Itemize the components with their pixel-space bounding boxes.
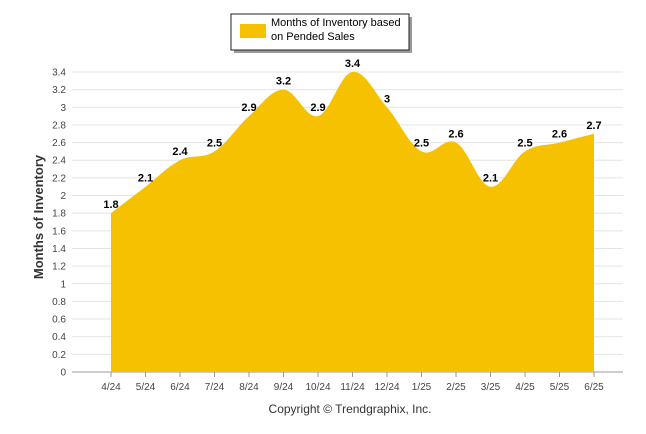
data-label: 2.5 bbox=[414, 137, 429, 149]
data-label: 3.2 bbox=[276, 76, 291, 88]
data-label: 3.4 bbox=[345, 58, 361, 70]
y-tick-label: 1 bbox=[60, 279, 66, 290]
x-tick-label: 6/25 bbox=[584, 382, 604, 393]
x-tick-label: 1/25 bbox=[412, 382, 432, 393]
x-tick-label: 2/25 bbox=[446, 382, 466, 393]
data-label: 2.6 bbox=[552, 129, 567, 141]
data-label: 2.4 bbox=[172, 146, 188, 158]
y-tick-label: 3.4 bbox=[52, 68, 66, 79]
y-axis-title: Months of Inventory bbox=[31, 154, 46, 279]
legend-label-line-2: on Pended Sales bbox=[271, 31, 355, 43]
x-tick-label: 9/24 bbox=[274, 382, 294, 393]
legend-swatch bbox=[240, 24, 266, 38]
data-label: 2.9 bbox=[310, 102, 325, 114]
x-tick-label: 5/24 bbox=[136, 382, 156, 393]
y-tick-label: 2.4 bbox=[52, 156, 66, 167]
x-tick-label: 4/25 bbox=[515, 382, 535, 393]
y-tick-label: 3.2 bbox=[52, 85, 66, 96]
data-label: 2.5 bbox=[207, 137, 222, 149]
y-tick-label: 2 bbox=[60, 191, 66, 202]
y-tick-label: 2.2 bbox=[52, 173, 66, 184]
x-tick-label: 10/24 bbox=[305, 382, 330, 393]
data-labels: 1.8 2.1 2.4 2.5 2.9 3.2 2.9 3.4 3 2.5 2.6 2.1 2.5 2.6… bbox=[103, 58, 601, 211]
y-tick-label: 0.2 bbox=[52, 350, 66, 361]
legend-label-line-1: Months of Inventory based bbox=[271, 17, 401, 29]
x-tick-label: 4/24 bbox=[101, 382, 121, 393]
y-tick-label: 1.8 bbox=[52, 209, 66, 220]
legend: Months of Inventory based on Pended Sale… bbox=[230, 13, 412, 53]
x-tick-label: 5/25 bbox=[550, 382, 570, 393]
inventory-area bbox=[111, 71, 594, 372]
y-axis-ticks: 0 0.2 0.4 0.6 0.8 1 1.2 1.4 1.6 1.8 2 2.2 2.4 2.6 2.8 3… bbox=[52, 68, 66, 379]
y-tick-label: 0.8 bbox=[52, 297, 66, 308]
y-tick-label: 1.2 bbox=[52, 262, 66, 273]
copyright-credit: Copyright © Trendgraphix, Inc. bbox=[269, 402, 432, 416]
data-label: 3 bbox=[384, 93, 390, 105]
x-tick-label: 12/24 bbox=[374, 382, 399, 393]
y-tick-label: 3 bbox=[60, 103, 66, 114]
y-tick-label: 1.6 bbox=[52, 226, 66, 237]
y-tick-label: 0 bbox=[60, 368, 66, 379]
data-label: 2.7 bbox=[586, 120, 601, 132]
x-tick-label: 8/24 bbox=[239, 382, 259, 393]
data-label: 2.1 bbox=[483, 173, 498, 185]
data-label: 2.5 bbox=[517, 137, 532, 149]
y-tick-label: 2.6 bbox=[52, 138, 66, 149]
x-tick-label: 11/24 bbox=[340, 382, 365, 393]
data-label: 1.8 bbox=[103, 199, 118, 211]
y-tick-label: 0.4 bbox=[52, 332, 66, 343]
data-label: 2.1 bbox=[138, 173, 153, 185]
y-tick-label: 0.6 bbox=[52, 315, 66, 326]
x-tick-label: 6/24 bbox=[170, 382, 190, 393]
x-axis-ticks: 4/24 5/24 6/24 7/24 8/24 9/24 10/24 11/24 12/24 1… bbox=[101, 372, 604, 393]
data-label: 2.9 bbox=[241, 102, 256, 114]
y-tick-label: 2.8 bbox=[52, 120, 66, 131]
x-tick-label: 7/24 bbox=[205, 382, 225, 393]
x-tick-label: 3/25 bbox=[481, 382, 501, 393]
data-label: 2.6 bbox=[448, 129, 463, 141]
y-tick-label: 1.4 bbox=[52, 244, 66, 255]
